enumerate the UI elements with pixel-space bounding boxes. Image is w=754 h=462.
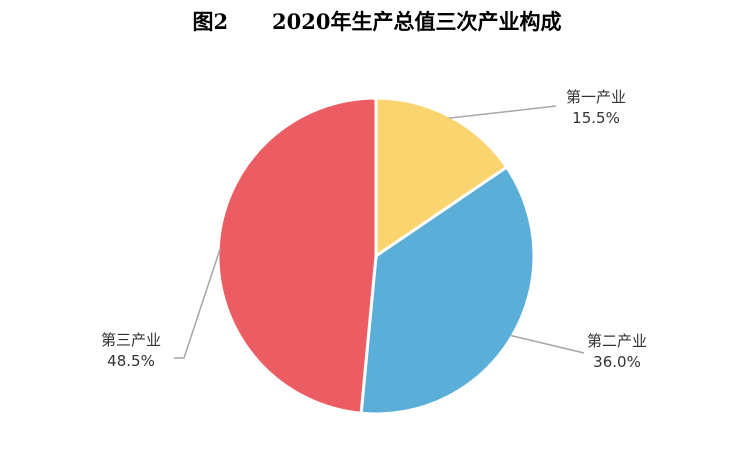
leader-line-2: [510, 334, 585, 354]
leader-line-1: [448, 105, 557, 119]
pie-slice-3: [216, 96, 378, 415]
leader-lines: [174, 105, 585, 359]
slice-name-label-3: 第三产业: [101, 331, 161, 349]
slice-value-label-1: 15.5%: [572, 109, 620, 127]
chart-title: 图2 2020年生产总值三次产业构成: [192, 9, 562, 34]
slice-name-label-1: 第一产业: [566, 88, 626, 106]
pie-slice-1: [374, 96, 509, 258]
slice-value-label-3: 48.5%: [107, 352, 155, 370]
leader-line-3: [174, 248, 221, 359]
slice-name-label-2: 第二产业: [587, 332, 647, 350]
slice-value-label-2: 36.0%: [593, 353, 641, 371]
pie-slices: [216, 96, 536, 416]
slice-labels: 第一产业 15.5% 第二产业 36.0% 第三产业 48.5%: [101, 88, 647, 371]
